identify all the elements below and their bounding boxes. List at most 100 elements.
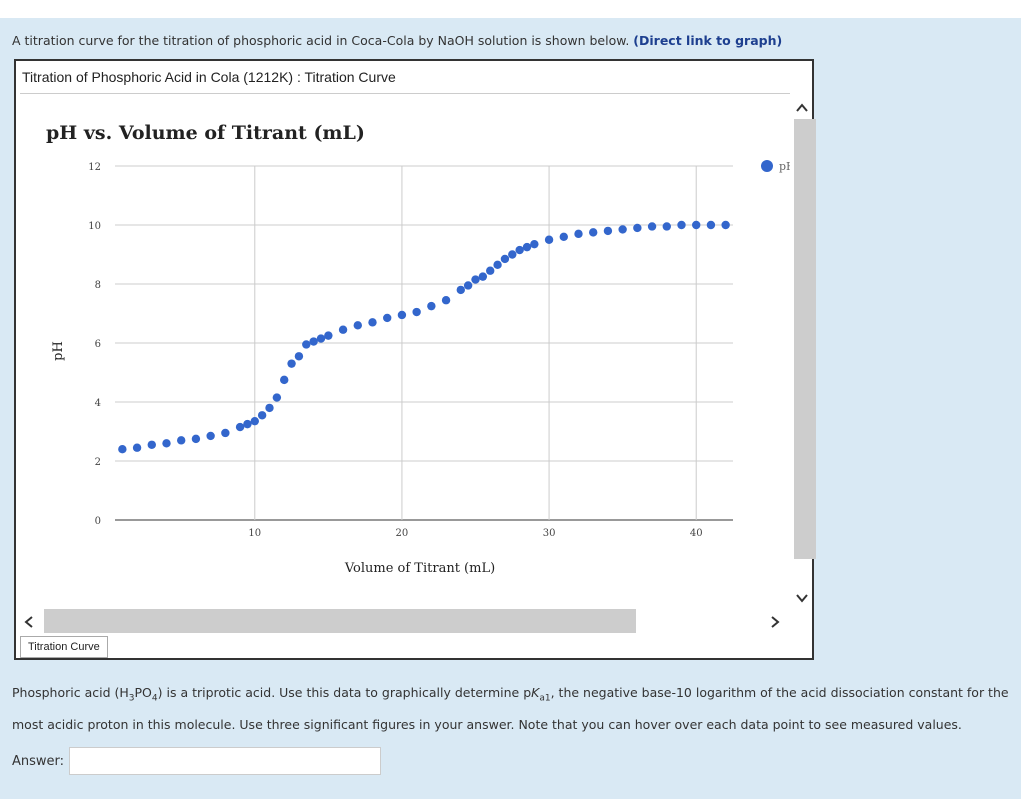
data-point[interactable] (118, 445, 127, 454)
data-point[interactable] (316, 334, 326, 343)
legend-marker (761, 160, 773, 172)
data-point[interactable] (191, 434, 201, 444)
chart-grid (115, 165, 733, 521)
data-point[interactable] (721, 220, 730, 230)
x-tick-label: 40 (690, 528, 703, 539)
data-point[interactable] (692, 220, 701, 230)
data-point[interactable] (441, 296, 451, 305)
x-axis-label: Volume of Titrant (mL) (344, 561, 495, 576)
y-tick-label: 6 (95, 339, 101, 350)
data-point[interactable] (677, 220, 686, 230)
y-tick-label: 0 (95, 516, 101, 527)
data-point[interactable] (522, 242, 532, 252)
answer-input[interactable] (69, 747, 381, 775)
data-point[interactable] (221, 428, 230, 438)
question-part1: Phosphoric acid (H (12, 685, 129, 700)
data-point[interactable] (265, 403, 274, 413)
y-tick-label: 8 (95, 280, 101, 291)
title-divider (20, 93, 790, 94)
data-point[interactable] (302, 340, 311, 349)
question-part4: , the negative base-10 logarithm of the … (12, 685, 1009, 732)
x-tick-label: 30 (543, 528, 556, 539)
chevron-left-icon[interactable] (24, 616, 34, 628)
y-tick-label: 12 (88, 162, 101, 173)
data-point[interactable] (544, 235, 554, 244)
data-point[interactable] (633, 223, 642, 233)
graph-frame: Titration of Phosphoric Acid in Cola (12… (14, 59, 816, 660)
data-point[interactable] (603, 226, 613, 236)
data-point[interactable] (257, 411, 267, 420)
chart-svg: 0 2 4 6 8 10 12 10 20 30 40 pH vs. Volume of Titra… (46, 122, 790, 576)
data-point[interactable] (353, 321, 362, 330)
data-point[interactable] (647, 222, 657, 231)
data-point[interactable] (162, 439, 171, 448)
x-tick-label: 20 (396, 528, 409, 539)
data-point[interactable] (177, 436, 186, 445)
answer-label: Answer: (12, 754, 65, 769)
data-point[interactable] (287, 359, 296, 368)
data-point[interactable] (508, 250, 517, 259)
vertical-scroll-thumb[interactable] (794, 119, 816, 559)
ka-subscript: a1 (539, 693, 551, 704)
tab-titration-curve[interactable]: Titration Curve (20, 636, 108, 658)
data-point[interactable] (559, 232, 568, 241)
data-point[interactable] (324, 331, 333, 340)
y-tick-label: 10 (88, 221, 101, 232)
chart-title: pH vs. Volume of Titrant (mL) (46, 122, 365, 144)
question-part3: ) is a triprotic acid. Use this data to … (157, 685, 532, 700)
data-point[interactable] (456, 285, 465, 295)
data-point[interactable] (294, 352, 304, 361)
data-point[interactable] (206, 431, 215, 441)
chart-area: 0 2 4 6 8 10 12 10 20 30 40 pH vs. Volume of Titra… (20, 95, 790, 655)
x-tick-label: 10 (248, 528, 261, 539)
ka-symbol: K (531, 685, 540, 700)
data-point[interactable] (662, 222, 671, 231)
data-point[interactable] (515, 245, 524, 255)
data-point[interactable] (618, 225, 627, 234)
data-point[interactable] (309, 337, 318, 346)
data-point[interactable] (235, 422, 245, 432)
data-point[interactable] (243, 419, 252, 429)
question-part2: PO (134, 685, 152, 700)
data-point[interactable] (574, 229, 583, 239)
data-point[interactable] (486, 266, 495, 275)
data-point[interactable] (368, 318, 377, 327)
data-point[interactable] (706, 220, 716, 230)
data-point[interactable] (338, 325, 348, 334)
subscript-3: 3 (128, 693, 135, 704)
data-point[interactable] (147, 440, 156, 449)
chart-axes: 0 2 4 6 8 10 12 10 20 30 40 (88, 162, 702, 539)
data-point[interactable] (500, 254, 510, 264)
subscript-4: 4 (151, 693, 158, 704)
data-point[interactable] (132, 443, 142, 452)
data-point[interactable] (530, 239, 539, 249)
horizontal-scroll-thumb[interactable] (44, 609, 636, 633)
chevron-down-icon[interactable] (796, 593, 808, 603)
data-point[interactable] (383, 313, 392, 323)
vertical-scrollbar[interactable] (792, 99, 816, 651)
data-point[interactable] (280, 375, 289, 385)
legend-label: pH (779, 160, 790, 173)
chart-points (118, 220, 730, 454)
data-point[interactable] (272, 393, 282, 402)
intro-sentence: A titration curve for the titration of p… (12, 33, 630, 48)
intro-text: A titration curve for the titration of p… (12, 33, 782, 48)
data-point[interactable] (463, 281, 473, 290)
question-text: Phosphoric acid (H3PO4) is a triprotic a… (12, 680, 1012, 737)
data-point[interactable] (397, 310, 407, 320)
direct-link[interactable]: (Direct link to graph) (633, 33, 783, 48)
y-tick-label: 4 (95, 398, 101, 409)
data-point[interactable] (250, 416, 259, 426)
y-axis-label: pH (51, 341, 66, 361)
y-tick-label: 2 (95, 457, 101, 468)
data-point[interactable] (471, 275, 480, 284)
data-point[interactable] (412, 307, 421, 317)
horizontal-scrollbar[interactable] (20, 609, 790, 635)
chevron-up-icon[interactable] (796, 103, 808, 113)
data-point[interactable] (427, 301, 436, 311)
graph-window-title: Titration of Phosphoric Acid in Cola (12… (22, 69, 396, 85)
data-point[interactable] (493, 260, 502, 270)
chevron-right-icon[interactable] (770, 616, 780, 628)
data-point[interactable] (589, 228, 598, 237)
data-point[interactable] (478, 272, 488, 281)
